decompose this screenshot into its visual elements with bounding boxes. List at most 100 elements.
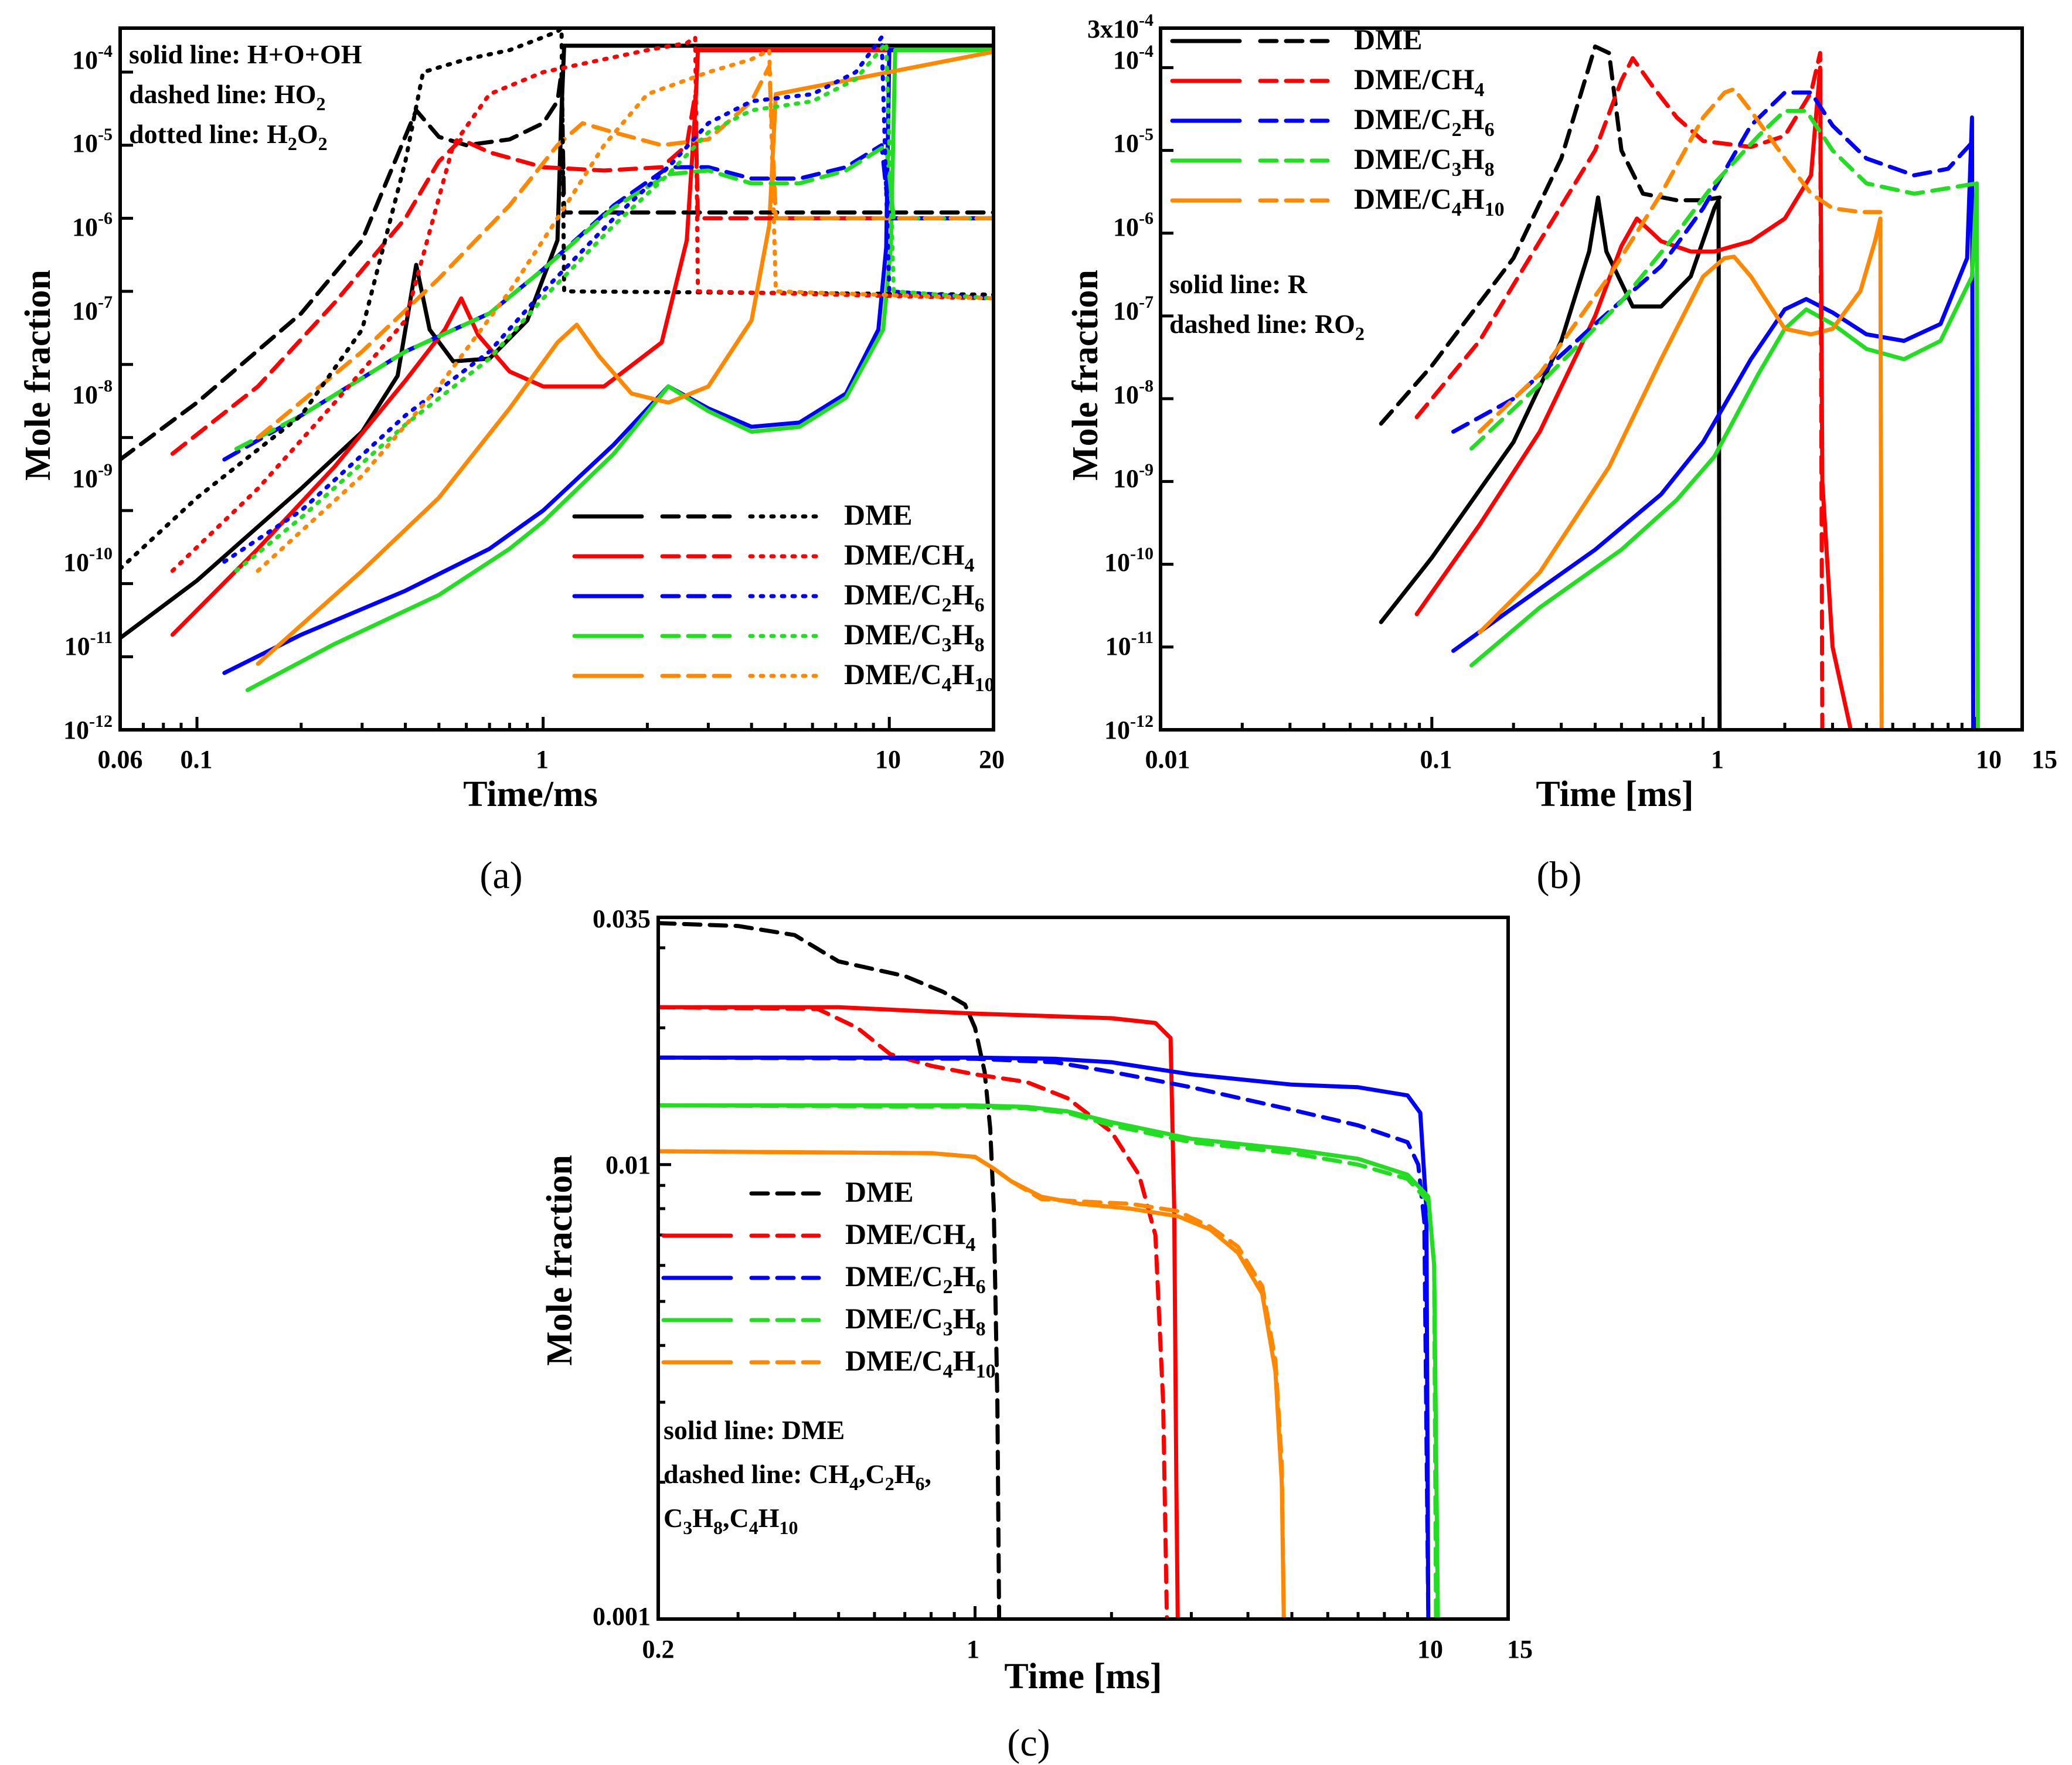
panel-a: 10-12 10-11 10-10 10-9 10-8 10-7 10-6 10…	[18, 26, 1005, 897]
series-line-dashed	[170, 92, 994, 456]
panel-a-annotations: solid line: H+O+OH dashed line: HO2 dott…	[129, 39, 362, 154]
panel-b-ytick-label: 10-6	[1113, 209, 1154, 242]
panel-b-annotation: solid line: R	[1169, 269, 1308, 299]
panel-a-ytick-label: 10-9	[72, 460, 113, 493]
panel-a-annotation: solid line: H+O+OH	[129, 39, 362, 69]
panel-a-y-tick-labels: 10-12 10-11 10-10 10-9 10-8 10-7 10-6 10…	[63, 42, 113, 744]
panel-b-y-axis-title: Mole fraction	[1066, 270, 1105, 481]
legend-label: DME/C3H8	[844, 618, 985, 656]
panel-b-x-tick-labels: 0.01 0.1 1 10 15	[1145, 745, 2058, 774]
panel-b-x-axis-title: Time [ms]	[1536, 774, 1693, 814]
series-line-dotted	[234, 40, 994, 573]
series-line-dashed	[222, 143, 994, 462]
panel-c-x-axis-title: Time [ms]	[1004, 1657, 1162, 1696]
panel-a-ytick-label: 10-8	[72, 376, 113, 409]
panel-a-annotation: dashed line: HO2	[129, 79, 326, 114]
panel-a-ytick-label: 10-12	[63, 712, 113, 744]
series-line-dotted	[120, 28, 994, 571]
panel-b-ytick-label: 10-5	[1113, 125, 1154, 158]
series-line-dashed	[120, 70, 994, 462]
legend-label: DME/C2H6	[845, 1260, 986, 1298]
panel-c-xtick-label: 10	[1417, 1635, 1443, 1664]
panel-b-ytick-label: 10-4	[1113, 42, 1154, 74]
panel-a-x-axis-title: Time/ms	[463, 774, 598, 814]
panel-a-xtick-label: 0.1	[181, 745, 213, 774]
legend-label: DME/C4H10	[845, 1344, 996, 1382]
panel-a-ytick-label: 10-4	[72, 42, 113, 74]
legend-label: DME/C4H10	[1354, 182, 1505, 220]
series-line-solid	[245, 48, 994, 692]
panel-a-label: (a)	[479, 854, 522, 897]
panel-c-xtick-label: 15	[1507, 1635, 1533, 1664]
series-line-dashed	[658, 921, 1002, 1619]
panel-c-annotations: solid line: DME dashed line: CH4,C2H6, C…	[664, 1415, 931, 1538]
series-line-dashed	[256, 64, 994, 440]
series-line-dashed	[1469, 108, 1979, 451]
series-line-solid	[1477, 216, 1884, 730]
panel-c-ytick-label: 0.035	[593, 904, 651, 933]
panel-a-y-axis-title: Mole fraction	[18, 270, 58, 481]
panel-b-ytick-label: 10-7	[1113, 293, 1154, 325]
legend-label: DME	[1354, 23, 1423, 56]
series-line-solid	[1451, 115, 1975, 730]
panel-a-ytick-exp: -12	[89, 712, 113, 731]
legend-label: DME	[844, 498, 913, 531]
panel-b-xtick-label: 0.01	[1145, 745, 1190, 774]
panel-b-xtick-label: 1	[1711, 745, 1724, 774]
series-line-dashed	[1414, 51, 1825, 730]
panel-a-ytick-label: 10-10	[63, 544, 113, 577]
legend-label: DME/C3H8	[1354, 142, 1495, 181]
panel-b-annotation: dashed line: RO2	[1169, 309, 1365, 344]
series-line-dotted	[170, 35, 994, 573]
panel-b-xtick-label: 10	[1976, 745, 2002, 774]
series-line-dashed	[1477, 87, 1883, 434]
panel-c-y-axis-title: Mole fraction	[540, 1155, 580, 1366]
panel-a-xtick-label: 20	[979, 745, 1005, 774]
panel-b-y-tick-labels: 10-12 10-11 10-10 10-9 10-8 10-7 10-6 10…	[1087, 11, 1154, 744]
panel-b-ytick-label: 10-11	[1105, 628, 1154, 661]
panel-c-ytick-label: 0.001	[593, 1602, 651, 1631]
panel-c-x-tick-labels: 0.2 1 10 15	[642, 1635, 1533, 1664]
series-line-dashed	[658, 1149, 1286, 1619]
panel-c-ytick-label: 0.01	[605, 1151, 651, 1179]
panel-c-y-tick-labels: 0.001 0.01 0.035	[593, 904, 651, 1631]
series-line-solid	[658, 1149, 1286, 1619]
series-line-solid	[1469, 181, 1980, 730]
series-line-solid	[658, 1055, 1431, 1619]
panel-a-ytick-label: 10-7	[72, 293, 113, 325]
panel-a-x-tick-labels: 0.06 0.1 1 10 20	[98, 745, 1005, 774]
series-line-dashed	[658, 1005, 1169, 1619]
legend-label: DME/C2H6	[844, 578, 985, 616]
panel-c-annotation: solid line: DME	[664, 1415, 845, 1445]
series-line-dotted	[222, 35, 994, 564]
panel-b-ytick-label: 10-12	[1104, 712, 1154, 744]
panel-b-ytick-label: 10-9	[1113, 460, 1154, 493]
legend-label: DME/CH4	[1354, 63, 1485, 101]
panel-c-legend: DME DME/CH4 DME/C2H6 DME/C3H8 DME/C4H10	[661, 1175, 996, 1382]
panel-a-ytick-label: 10-6	[72, 209, 113, 242]
panel-c-annotation: dashed line: CH4,C2H6,	[664, 1459, 931, 1494]
series-line-dashed	[234, 143, 994, 451]
series-line-dashed	[658, 1055, 1431, 1619]
panel-a-plot-frame	[118, 26, 995, 732]
panel-c-xtick-label: 0.2	[642, 1635, 675, 1664]
panel-b: 10-12 10-11 10-10 10-9 10-8 10-7 10-6 10…	[1066, 11, 2057, 897]
panel-c-label: (c)	[1007, 1722, 1050, 1764]
panel-b-ytick-label: 3x10-4	[1087, 11, 1154, 43]
series-line-solid	[222, 48, 994, 675]
panel-b-series	[1379, 44, 1980, 730]
legend-label: DME/CH4	[845, 1218, 976, 1256]
panel-b-xtick-label: 15	[2032, 745, 2057, 774]
series-line-dashed	[1451, 90, 1973, 434]
panel-a-ytick-label: 10-11	[64, 628, 113, 661]
panel-b-xtick-label: 0.1	[1420, 745, 1452, 774]
panel-a-series	[120, 28, 994, 692]
panel-a-ytick-label: 10-5	[72, 125, 113, 158]
legend-label: DME/C3H8	[845, 1302, 986, 1340]
series-line-solid	[1379, 195, 1722, 730]
panel-a-annotation: dotted line: H2O2	[129, 119, 328, 154]
series-line-solid	[256, 49, 994, 666]
legend-label: DME/C2H6	[1354, 103, 1495, 141]
